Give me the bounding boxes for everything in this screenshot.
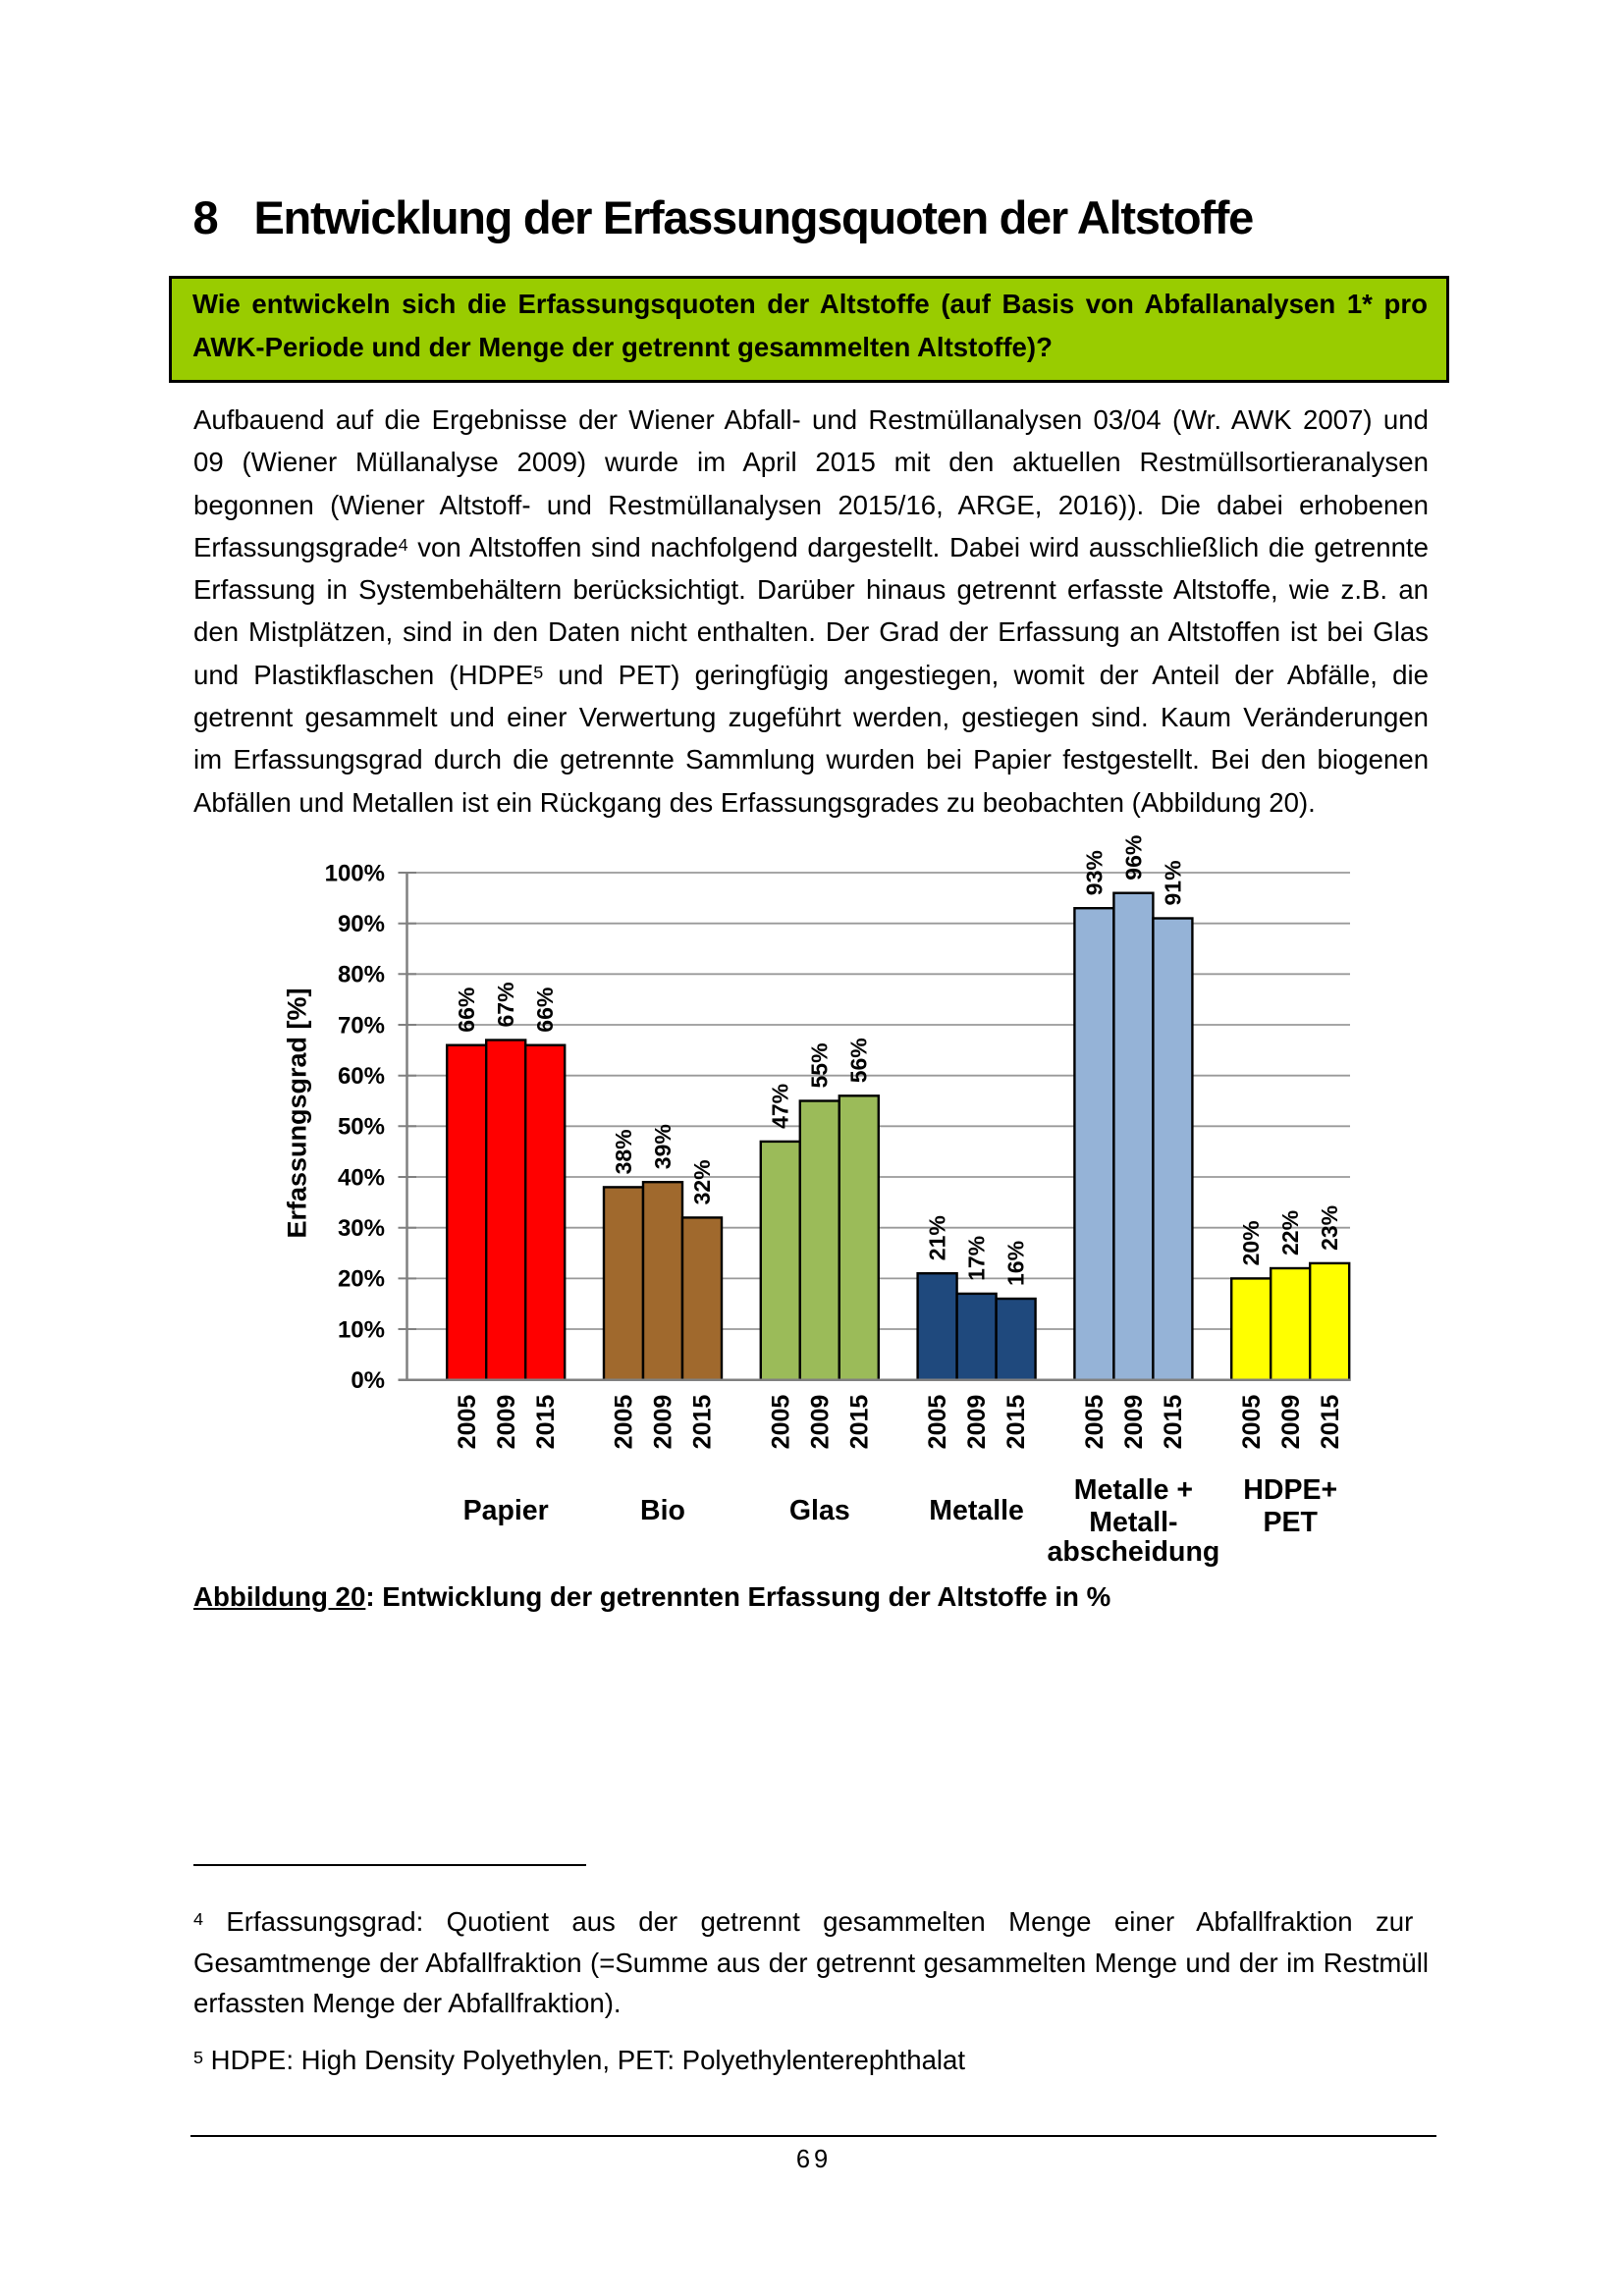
- svg-text:2015: 2015: [845, 1395, 873, 1450]
- svg-text:Metall-: Metall-: [1089, 1507, 1177, 1538]
- svg-text:56%: 56%: [846, 1038, 872, 1083]
- svg-text:2009: 2009: [493, 1395, 520, 1450]
- svg-text:16%: 16%: [1003, 1241, 1029, 1286]
- svg-text:Metalle +: Metalle +: [1074, 1474, 1193, 1506]
- svg-text:Metalle: Metalle: [929, 1495, 1024, 1526]
- svg-text:PET: PET: [1263, 1507, 1318, 1538]
- svg-text:17%: 17%: [964, 1236, 990, 1281]
- svg-text:21%: 21%: [925, 1215, 950, 1260]
- svg-text:20%: 20%: [338, 1266, 385, 1293]
- svg-text:91%: 91%: [1160, 860, 1185, 905]
- svg-text:90%: 90%: [338, 911, 385, 937]
- svg-text:47%: 47%: [768, 1084, 793, 1129]
- svg-text:2005: 2005: [767, 1395, 794, 1450]
- svg-text:2015: 2015: [689, 1395, 717, 1450]
- svg-text:2009: 2009: [650, 1395, 677, 1450]
- svg-text:2015: 2015: [532, 1395, 560, 1450]
- svg-text:2005: 2005: [454, 1395, 481, 1450]
- svg-text:Bio: Bio: [640, 1495, 685, 1526]
- svg-text:2005: 2005: [611, 1395, 638, 1450]
- svg-text:80%: 80%: [338, 962, 385, 988]
- svg-text:22%: 22%: [1277, 1210, 1303, 1255]
- svg-text:2009: 2009: [963, 1395, 991, 1450]
- svg-text:2009: 2009: [806, 1395, 834, 1450]
- svg-text:abscheidung: abscheidung: [1048, 1536, 1220, 1568]
- svg-text:0%: 0%: [351, 1367, 385, 1394]
- svg-text:2015: 2015: [1160, 1395, 1187, 1450]
- svg-text:55%: 55%: [807, 1042, 833, 1088]
- svg-text:2005: 2005: [1081, 1395, 1109, 1450]
- svg-text:70%: 70%: [338, 1012, 385, 1039]
- svg-text:38%: 38%: [611, 1129, 636, 1174]
- svg-text:2015: 2015: [1002, 1395, 1030, 1450]
- svg-text:66%: 66%: [454, 988, 479, 1033]
- svg-text:66%: 66%: [532, 988, 558, 1033]
- svg-text:30%: 30%: [338, 1215, 385, 1242]
- svg-text:Erfassungsgrad [%]: Erfassungsgrad [%]: [283, 988, 312, 1238]
- svg-text:50%: 50%: [338, 1114, 385, 1141]
- svg-text:60%: 60%: [338, 1063, 385, 1090]
- svg-text:2009: 2009: [1120, 1395, 1148, 1450]
- svg-text:32%: 32%: [689, 1159, 715, 1204]
- svg-text:39%: 39%: [650, 1124, 676, 1169]
- svg-text:100%: 100%: [325, 860, 385, 886]
- svg-text:20%: 20%: [1238, 1220, 1264, 1265]
- svg-text:67%: 67%: [493, 982, 518, 1027]
- svg-text:2005: 2005: [1238, 1395, 1266, 1450]
- svg-text:10%: 10%: [338, 1316, 385, 1343]
- svg-text:HDPE+: HDPE+: [1243, 1474, 1337, 1506]
- svg-text:2005: 2005: [924, 1395, 951, 1450]
- svg-text:23%: 23%: [1317, 1205, 1342, 1251]
- svg-text:2009: 2009: [1277, 1395, 1305, 1450]
- svg-text:96%: 96%: [1120, 835, 1146, 881]
- svg-text:2015: 2015: [1317, 1395, 1344, 1450]
- svg-text:Glas: Glas: [789, 1495, 850, 1526]
- svg-text:40%: 40%: [338, 1164, 385, 1191]
- svg-text:93%: 93%: [1081, 850, 1107, 895]
- svg-text:Papier: Papier: [463, 1495, 549, 1526]
